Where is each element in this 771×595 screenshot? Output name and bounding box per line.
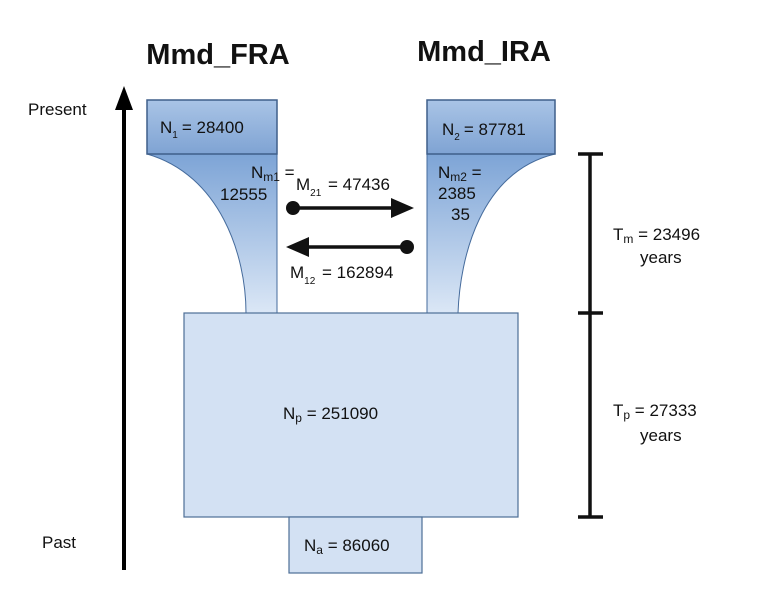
time-axis: Present Past bbox=[28, 86, 133, 570]
nm2-label: Nm2 = bbox=[438, 163, 482, 184]
na-label: Na = 86060 bbox=[304, 536, 390, 557]
n2-label: N2 = 87781 bbox=[442, 120, 526, 143]
m21-arrowhead bbox=[391, 198, 414, 218]
tp-label: Tp = 27333 bbox=[613, 401, 697, 422]
tp-unit: years bbox=[640, 426, 682, 445]
population-ira: N2 = 87781 Nm2 = 2385 35 bbox=[426, 99, 556, 314]
time-bracket bbox=[578, 152, 603, 519]
migration-m12: M12 = 162894 bbox=[286, 237, 414, 287]
population-fra: N1 = 28400 Nm1 = 12555 bbox=[146, 99, 295, 314]
np-label: Np = 251090 bbox=[283, 404, 378, 425]
nm2-value-line2: 35 bbox=[451, 205, 470, 224]
ira-top-box bbox=[426, 99, 556, 155]
ira-neck-shape bbox=[426, 153, 556, 314]
m21-label: M21 = 47436 bbox=[296, 175, 390, 199]
np-box bbox=[183, 312, 519, 518]
time-axis-arrowhead bbox=[115, 86, 133, 110]
past-label: Past bbox=[42, 533, 76, 552]
present-label: Present bbox=[28, 100, 87, 119]
nm1-label: Nm1 = bbox=[251, 163, 295, 184]
tm-unit: years bbox=[640, 248, 682, 267]
tm-label: Tm = 23496 bbox=[613, 225, 700, 246]
fra-top-box bbox=[146, 99, 278, 155]
nm1-value: 12555 bbox=[220, 185, 267, 204]
na-box bbox=[288, 516, 423, 574]
n1-label: N1 = 28400 bbox=[160, 118, 244, 141]
m12-arrowhead bbox=[286, 237, 309, 257]
title-mmd-ira: Mmd_IRA bbox=[417, 36, 551, 68]
migration-m21: M21 = 47436 bbox=[286, 175, 414, 218]
title-mmd-fra: Mmd_FRA bbox=[146, 39, 289, 71]
nm2-value-line1: 2385 bbox=[438, 184, 476, 203]
m12-label: M12 = 162894 bbox=[290, 263, 393, 287]
